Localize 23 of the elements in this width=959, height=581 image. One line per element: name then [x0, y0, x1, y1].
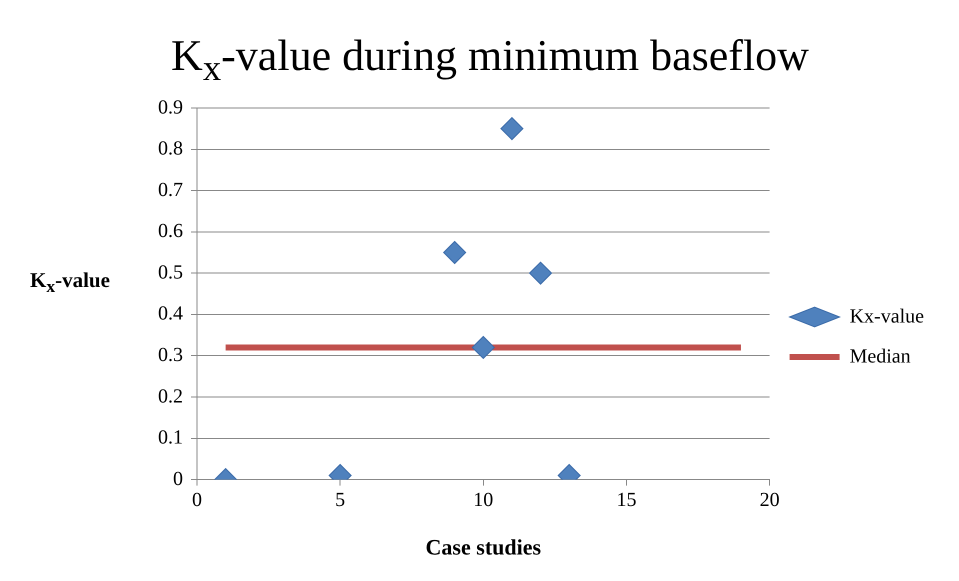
chart-title: K$_{x}$-value during minimum baseflow [170, 30, 810, 89]
y-tick-label: 0.7 [158, 178, 183, 201]
x-tick-label: 15 [616, 488, 636, 511]
y-tick-label: 0.1 [158, 426, 183, 449]
x-tick-label: 0 [192, 488, 202, 511]
y-tick-label: 0.5 [158, 261, 183, 284]
y-tick-label: 0.8 [158, 138, 183, 160]
legend-label: Median [850, 345, 911, 368]
x-tick-label: 20 [760, 488, 780, 511]
y-tick-label: 0 [173, 468, 183, 490]
y-tick-label: 0.2 [158, 385, 183, 408]
point [472, 336, 495, 359]
y-tick-label: 0.6 [158, 220, 183, 242]
y-axis-title: K$_{x}$-value [30, 268, 110, 296]
y-tick-label: 0.4 [158, 302, 183, 325]
y-tick-label: 0.3 [158, 344, 183, 366]
y-tick-label: 0.9 [158, 96, 183, 118]
x-tick-label: 5 [335, 488, 346, 511]
x-axis-title: Case studies [426, 534, 542, 560]
point [529, 262, 552, 285]
point [443, 241, 466, 264]
x-tick-label: 10 [473, 488, 494, 511]
legend-label: Kx-value [850, 305, 924, 328]
